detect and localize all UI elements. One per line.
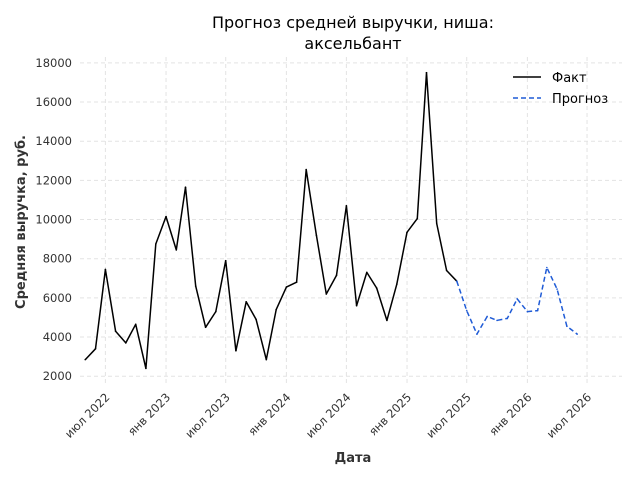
y-tick-label: 2000 <box>43 369 72 383</box>
data-point-fact <box>125 342 127 344</box>
data-point-fact <box>335 274 338 277</box>
chart-title-line-2: аксельбант <box>304 34 401 53</box>
data-point-fact <box>215 310 217 313</box>
data-point-fact <box>295 281 298 284</box>
data-point-fact <box>435 222 438 225</box>
data-point-fact <box>145 367 147 370</box>
data-point-fact <box>416 217 419 220</box>
y-tick-label: 6000 <box>43 291 72 305</box>
data-point-fact <box>375 287 378 289</box>
y-tick-labels: 2000 4000 6000 8000 10000 12000 14000 16000 1800… <box>35 56 72 383</box>
x-axis-label: Дата <box>335 451 372 466</box>
grid <box>80 57 622 386</box>
x-tick-label: янв 2024 <box>245 390 293 438</box>
data-point-fact <box>315 234 318 237</box>
data-point-forecast <box>536 309 539 312</box>
data-point-forecast <box>516 298 518 300</box>
data-point-fact <box>396 283 398 285</box>
data-point-forecast <box>465 309 468 312</box>
data-point-fact <box>355 304 358 307</box>
y-tick-label: 18000 <box>35 56 72 70</box>
x-tick-labels: июл 2022 янв 2023 июл 2023 янв 2024 июл 2024… <box>62 390 594 441</box>
y-tick-label: 14000 <box>35 134 72 148</box>
data-point-fact <box>265 358 268 361</box>
data-point-fact <box>204 326 207 329</box>
x-tick-label: июл 2026 <box>544 390 595 441</box>
data-point-fact <box>366 271 368 274</box>
data-point-fact <box>104 268 107 271</box>
legend-label-forecast: Прогноз <box>552 92 608 107</box>
data-point-fact <box>194 285 197 287</box>
data-point-forecast <box>546 266 548 269</box>
data-point-fact <box>224 259 227 262</box>
x-tick-label: янв 2026 <box>486 390 534 438</box>
data-point-fact <box>345 205 348 207</box>
y-tick-label: 16000 <box>35 95 72 109</box>
series-lines <box>84 71 578 370</box>
legend-label-fact: Факт <box>552 71 587 86</box>
data-point-fact <box>175 249 178 251</box>
data-point-forecast <box>486 315 488 318</box>
data-point-fact <box>406 231 408 234</box>
data-point-forecast <box>526 310 529 313</box>
y-tick-label: 8000 <box>43 252 72 266</box>
data-point-forecast <box>566 325 568 328</box>
y-tick-label: 10000 <box>35 213 72 227</box>
data-point-fact <box>94 347 97 350</box>
data-point-forecast <box>576 333 578 335</box>
data-point-fact <box>325 293 328 295</box>
data-point-fact <box>184 186 187 189</box>
data-point-fact <box>84 358 87 361</box>
data-point-fact <box>425 71 428 74</box>
data-point-fact <box>235 349 237 352</box>
legend: Факт Прогноз <box>513 71 608 107</box>
series-line-forecast <box>456 266 578 335</box>
data-point-forecast <box>506 317 509 320</box>
data-point-forecast <box>496 319 498 322</box>
chart-title-line-1: Прогноз средней выручки, ниша: <box>212 13 494 32</box>
x-tick-label: июл 2024 <box>303 390 354 441</box>
data-point-fact <box>155 243 157 245</box>
data-point-fact <box>134 323 137 326</box>
series-line-fact <box>84 71 458 370</box>
data-point-fact <box>285 286 288 288</box>
data-point-forecast <box>476 333 478 335</box>
data-point-fact <box>445 269 448 272</box>
x-tick-label: июл 2023 <box>182 390 233 441</box>
data-point-forecast <box>556 288 558 290</box>
data-point-fact <box>386 319 388 322</box>
data-point-fact <box>255 318 257 321</box>
data-point-fact <box>245 300 247 303</box>
x-tick-label: янв 2023 <box>125 390 173 438</box>
x-tick-label: янв 2025 <box>366 390 414 438</box>
y-axis-label: Средняя выручка, руб. <box>14 135 29 309</box>
data-point-fact <box>305 168 307 171</box>
data-point-fact <box>114 330 117 332</box>
y-tick-label: 4000 <box>43 330 72 344</box>
data-point-fact <box>275 308 277 311</box>
x-tick-label: июл 2022 <box>62 390 113 441</box>
y-tick-label: 12000 <box>35 173 72 187</box>
data-point-fact <box>165 215 167 218</box>
data-point-forecast <box>456 280 458 283</box>
x-tick-label: июл 2025 <box>423 390 474 441</box>
